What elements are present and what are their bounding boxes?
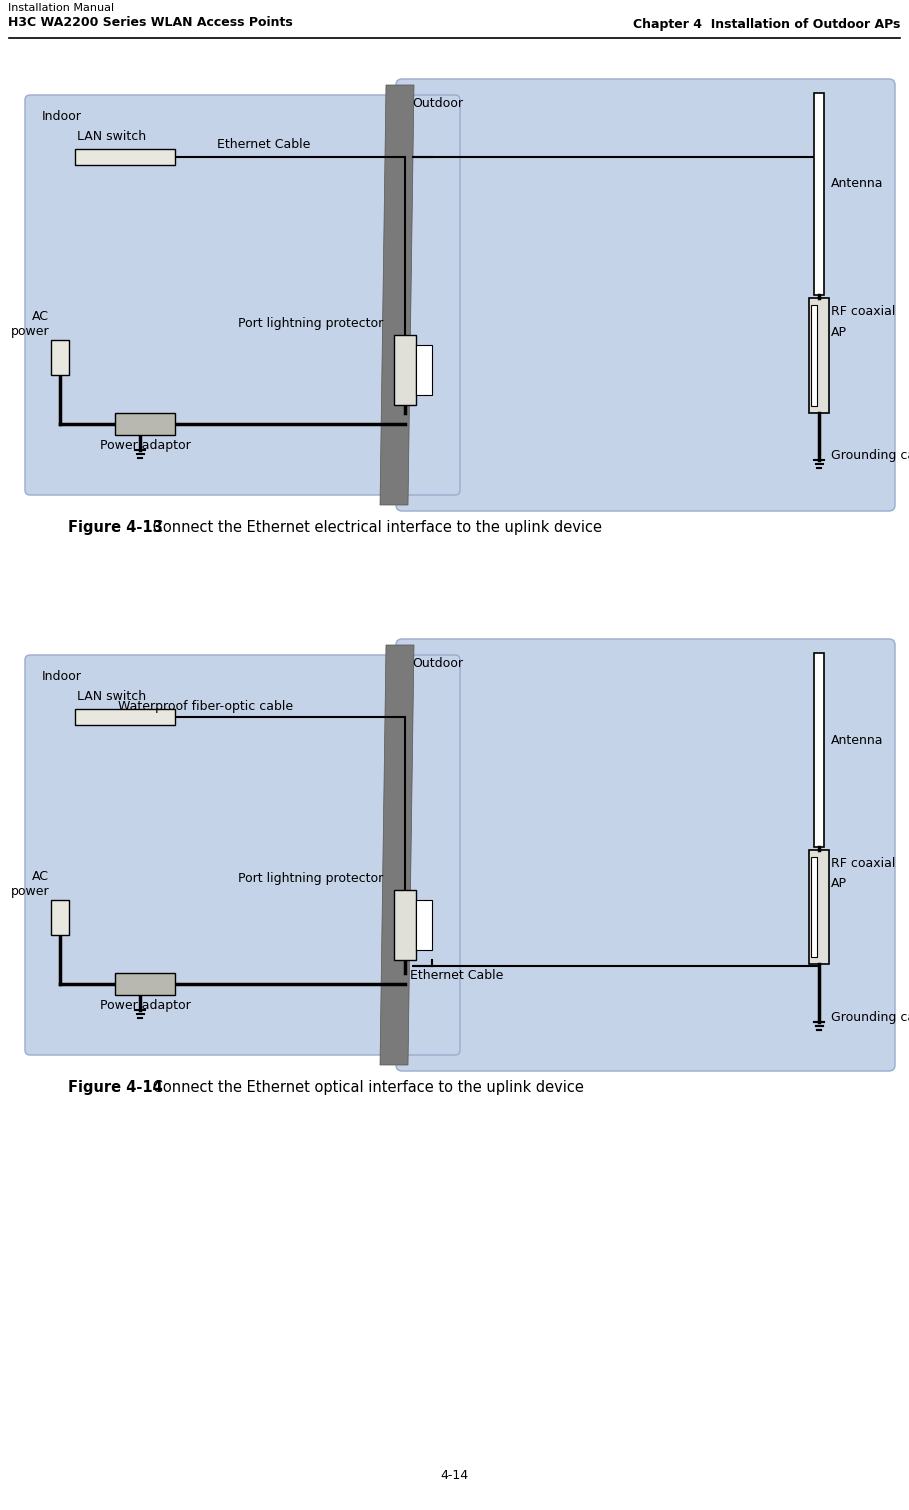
FancyBboxPatch shape: [396, 79, 895, 510]
Text: Antenna: Antenna: [831, 734, 884, 746]
Text: Ethernet Cable: Ethernet Cable: [410, 969, 504, 982]
Text: Port lightning protector: Port lightning protector: [238, 871, 383, 885]
Text: Indoor: Indoor: [42, 110, 82, 122]
Bar: [115, 972, 175, 995]
Text: RF coaxial: RF coaxial: [831, 856, 895, 870]
Text: Connect the Ethernet optical interface to the uplink device: Connect the Ethernet optical interface t…: [148, 1080, 584, 1095]
Text: Outdoor: Outdoor: [412, 97, 463, 110]
Text: AC
power: AC power: [10, 310, 49, 338]
Text: H3C WA2200 Series WLAN Access Points: H3C WA2200 Series WLAN Access Points: [8, 17, 293, 29]
Bar: [809, 850, 829, 965]
Bar: [115, 414, 175, 435]
Bar: [75, 149, 175, 165]
Text: LAN switch: LAN switch: [77, 130, 146, 143]
Bar: [394, 335, 416, 405]
Polygon shape: [380, 85, 414, 504]
Bar: [394, 889, 416, 960]
Bar: [814, 652, 824, 847]
Text: LAN switch: LAN switch: [77, 690, 146, 704]
Bar: [416, 344, 432, 396]
Text: 4-14: 4-14: [440, 1469, 468, 1481]
Text: Grounding cable: Grounding cable: [831, 448, 909, 462]
Text: Figure 4-13: Figure 4-13: [68, 519, 163, 535]
Text: Installation Manual: Installation Manual: [8, 3, 115, 14]
Text: Ethernet Cable: Ethernet Cable: [217, 137, 311, 151]
Text: Port lightning protector: Port lightning protector: [238, 317, 383, 331]
Text: RF coaxial: RF coaxial: [831, 305, 895, 319]
Text: Outdoor: Outdoor: [412, 657, 463, 670]
Text: Power adaptor: Power adaptor: [100, 1000, 190, 1012]
Text: AP: AP: [831, 877, 847, 891]
Bar: [416, 900, 432, 950]
Text: AC
power: AC power: [10, 870, 49, 898]
Text: Connect the Ethernet electrical interface to the uplink device: Connect the Ethernet electrical interfac…: [148, 519, 602, 535]
Bar: [814, 94, 824, 294]
Text: Antenna: Antenna: [831, 177, 884, 190]
Bar: [51, 900, 69, 935]
Bar: [51, 340, 69, 374]
Bar: [811, 305, 817, 406]
Bar: [809, 297, 829, 412]
Text: Indoor: Indoor: [42, 670, 82, 683]
Polygon shape: [380, 645, 414, 1065]
Bar: [75, 710, 175, 725]
Text: AP: AP: [831, 326, 847, 338]
Bar: [811, 856, 817, 957]
FancyBboxPatch shape: [25, 95, 460, 495]
Text: Waterproof fiber-optic cable: Waterproof fiber-optic cable: [118, 701, 294, 713]
Text: Figure 4-14: Figure 4-14: [68, 1080, 163, 1095]
Text: Power adaptor: Power adaptor: [100, 439, 190, 451]
Text: Chapter 4  Installation of Outdoor APs: Chapter 4 Installation of Outdoor APs: [633, 18, 900, 32]
FancyBboxPatch shape: [396, 639, 895, 1071]
FancyBboxPatch shape: [25, 655, 460, 1055]
Text: Grounding cable: Grounding cable: [831, 1010, 909, 1024]
